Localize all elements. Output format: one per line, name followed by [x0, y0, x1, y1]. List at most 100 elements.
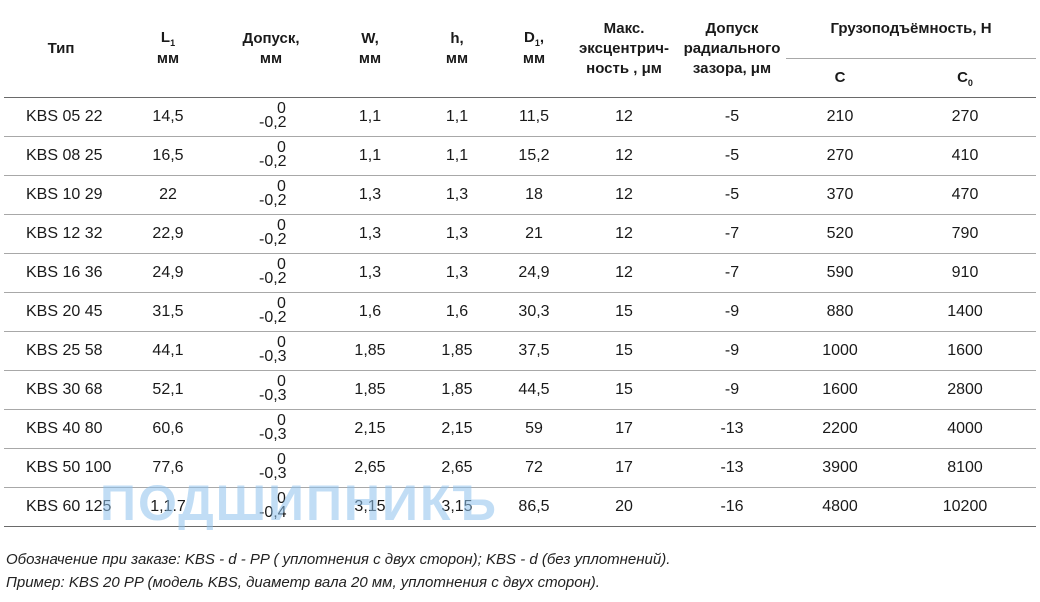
header-l1: L1 мм: [156, 29, 180, 67]
cell-w: 1,6: [324, 292, 416, 332]
cell-d1: 44,5: [498, 370, 570, 410]
cell-rad: -9: [678, 331, 786, 371]
tolerance-upper: 0: [277, 334, 286, 351]
cell-d1: 86,5: [498, 487, 570, 527]
cell-tol: 0 -0,2: [218, 136, 324, 176]
cell-w: 1,1: [324, 97, 416, 137]
tolerance-lower: -0,3: [259, 387, 287, 404]
cell-d1: 11,5: [498, 97, 570, 137]
cell-l1: 22: [118, 175, 218, 215]
cell-ecc: 17: [570, 409, 678, 449]
cell-rad: -9: [678, 370, 786, 410]
cell-c: 880: [786, 292, 894, 332]
tolerance-lower: -0,3: [259, 348, 287, 365]
tolerance-value: 0 -0,2: [251, 295, 291, 329]
cell-c0: 4000: [894, 409, 1036, 449]
cell-ecc: 20: [570, 487, 678, 527]
cell-l1: 1,1.7: [118, 487, 218, 527]
cell-w: 1,85: [324, 370, 416, 410]
cell-tol: 0 -0,3: [218, 370, 324, 410]
table-row: KBS 30 68 52,1 0 -0,3 1,85 1,85 44,5 15 -9 1600 28…: [4, 370, 1036, 410]
cell-h: 1,6: [416, 292, 498, 332]
tolerance-lower: -0,2: [259, 231, 287, 248]
tolerance-lower: -0,2: [259, 114, 287, 131]
cell-l1: 60,6: [118, 409, 218, 449]
cell-h: 1,3: [416, 175, 498, 215]
cell-c: 370: [786, 175, 894, 215]
cell-c: 1000: [786, 331, 894, 371]
header-eccentricity: Макс. эксцентрич-ность , μм: [579, 19, 669, 77]
cell-h: 1,3: [416, 214, 498, 254]
cell-h: 1,85: [416, 331, 498, 371]
cell-d1: 21: [498, 214, 570, 254]
note-ordering: Обозначение при заказе: KBS - d - PP ( у…: [6, 551, 671, 568]
header-c0: С0: [957, 68, 973, 88]
cell-w: 1,3: [324, 214, 416, 254]
cell-c: 2200: [786, 409, 894, 449]
cell-tol: 0 -0,3: [218, 331, 324, 371]
cell-type: KBS 05 22: [4, 97, 118, 137]
cell-rad: -7: [678, 214, 786, 254]
header-w: W, мм: [358, 29, 382, 67]
cell-ecc: 12: [570, 253, 678, 293]
cell-c: 590: [786, 253, 894, 293]
cell-rad: -16: [678, 487, 786, 527]
cell-ecc: 12: [570, 136, 678, 176]
cell-d1: 72: [498, 448, 570, 488]
tolerance-upper: 0: [277, 256, 286, 273]
note-example: Пример: KBS 20 PP (модель KBS, диаметр в…: [6, 574, 600, 591]
tolerance-value: 0 -0,2: [251, 217, 291, 251]
tolerance-lower: -0,3: [259, 426, 287, 443]
cell-w: 1,1: [324, 136, 416, 176]
table-row: KBS 05 22 14,5 0 -0,2 1,1 1,1 11,5 12 -5 210 270: [4, 97, 1036, 137]
tolerance-lower: -0,4: [259, 504, 287, 521]
cell-tol: 0 -0,3: [218, 448, 324, 488]
tolerance-lower: -0,2: [259, 192, 287, 209]
cell-tol: 0 -0,4: [218, 487, 324, 527]
cell-l1: 14,5: [118, 97, 218, 137]
tolerance-lower: -0,2: [259, 270, 287, 287]
cell-h: 1,85: [416, 370, 498, 410]
table-row: KBS 25 58 44,1 0 -0,3 1,85 1,85 37,5 15 -9 1000 16…: [4, 331, 1036, 371]
tolerance-upper: 0: [277, 412, 286, 429]
cell-c0: 470: [894, 175, 1036, 215]
cell-ecc: 15: [570, 292, 678, 332]
cell-l1: 52,1: [118, 370, 218, 410]
cell-type: KBS 60 125: [4, 487, 118, 527]
tolerance-value: 0 -0,4: [251, 490, 291, 524]
tolerance-value: 0 -0,2: [251, 139, 291, 173]
cell-c: 270: [786, 136, 894, 176]
tolerance-value: 0 -0,3: [251, 373, 291, 407]
cell-l1: 16,5: [118, 136, 218, 176]
cell-d1: 18: [498, 175, 570, 215]
cell-d1: 37,5: [498, 331, 570, 371]
header-c: С: [834, 69, 846, 86]
tolerance-upper: 0: [277, 490, 286, 507]
cell-type: KBS 10 29: [4, 175, 118, 215]
header-tolerance: Допуск, мм: [242, 29, 300, 67]
cell-type: KBS 30 68: [4, 370, 118, 410]
cell-c0: 10200: [894, 487, 1036, 527]
cell-d1: 24,9: [498, 253, 570, 293]
cell-type: KBS 08 25: [4, 136, 118, 176]
cell-l1: 22,9: [118, 214, 218, 254]
cell-w: 2,65: [324, 448, 416, 488]
tolerance-lower: -0,3: [259, 465, 287, 482]
cell-tol: 0 -0,2: [218, 175, 324, 215]
cell-c: 210: [786, 97, 894, 137]
tolerance-upper: 0: [277, 178, 286, 195]
cell-c0: 1400: [894, 292, 1036, 332]
table-row: KBS 08 25 16,5 0 -0,2 1,1 1,1 15,2 12 -5 270 410: [4, 136, 1036, 176]
tolerance-lower: -0,2: [259, 153, 287, 170]
table-row: KBS 12 32 22,9 0 -0,2 1,3 1,3 21 12 -7 520 790: [4, 214, 1036, 254]
cell-type: KBS 16 36: [4, 253, 118, 293]
cell-rad: -5: [678, 97, 786, 137]
cell-w: 3,15: [324, 487, 416, 527]
tolerance-upper: 0: [277, 451, 286, 468]
cell-ecc: 12: [570, 97, 678, 137]
cell-rad: -7: [678, 253, 786, 293]
cell-type: KBS 20 45: [4, 292, 118, 332]
cell-c: 520: [786, 214, 894, 254]
tolerance-value: 0 -0,3: [251, 334, 291, 368]
cell-tol: 0 -0,2: [218, 214, 324, 254]
